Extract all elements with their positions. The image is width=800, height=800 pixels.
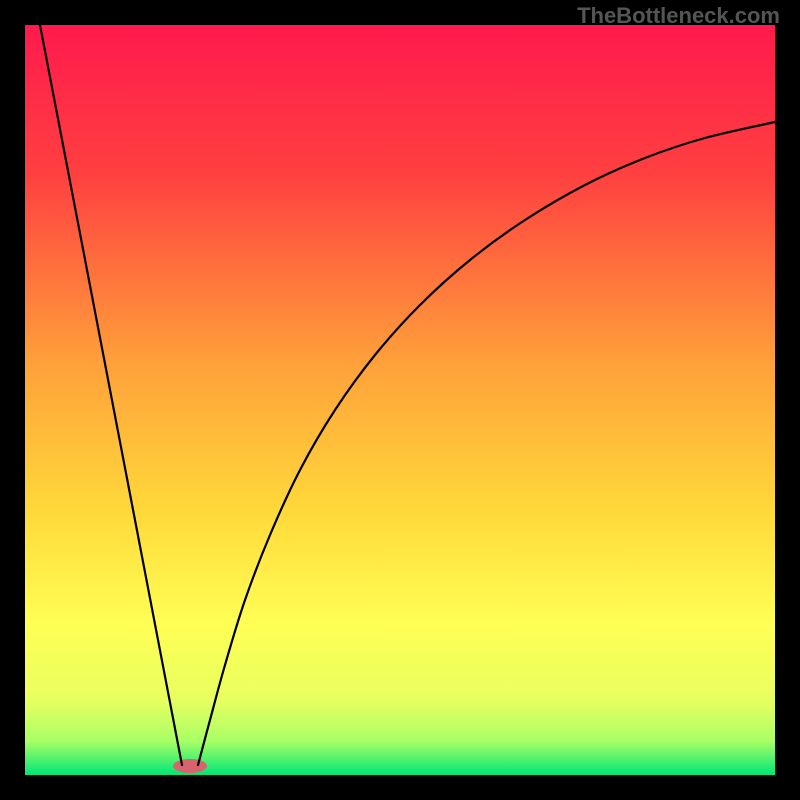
watermark-text: TheBottleneck.com	[577, 3, 780, 29]
curve-right-segment	[198, 122, 775, 765]
chart-container: TheBottleneck.com	[0, 0, 800, 800]
optimum-marker	[173, 759, 207, 773]
curve-left-segment	[40, 25, 182, 765]
curve-overlay	[0, 0, 800, 800]
